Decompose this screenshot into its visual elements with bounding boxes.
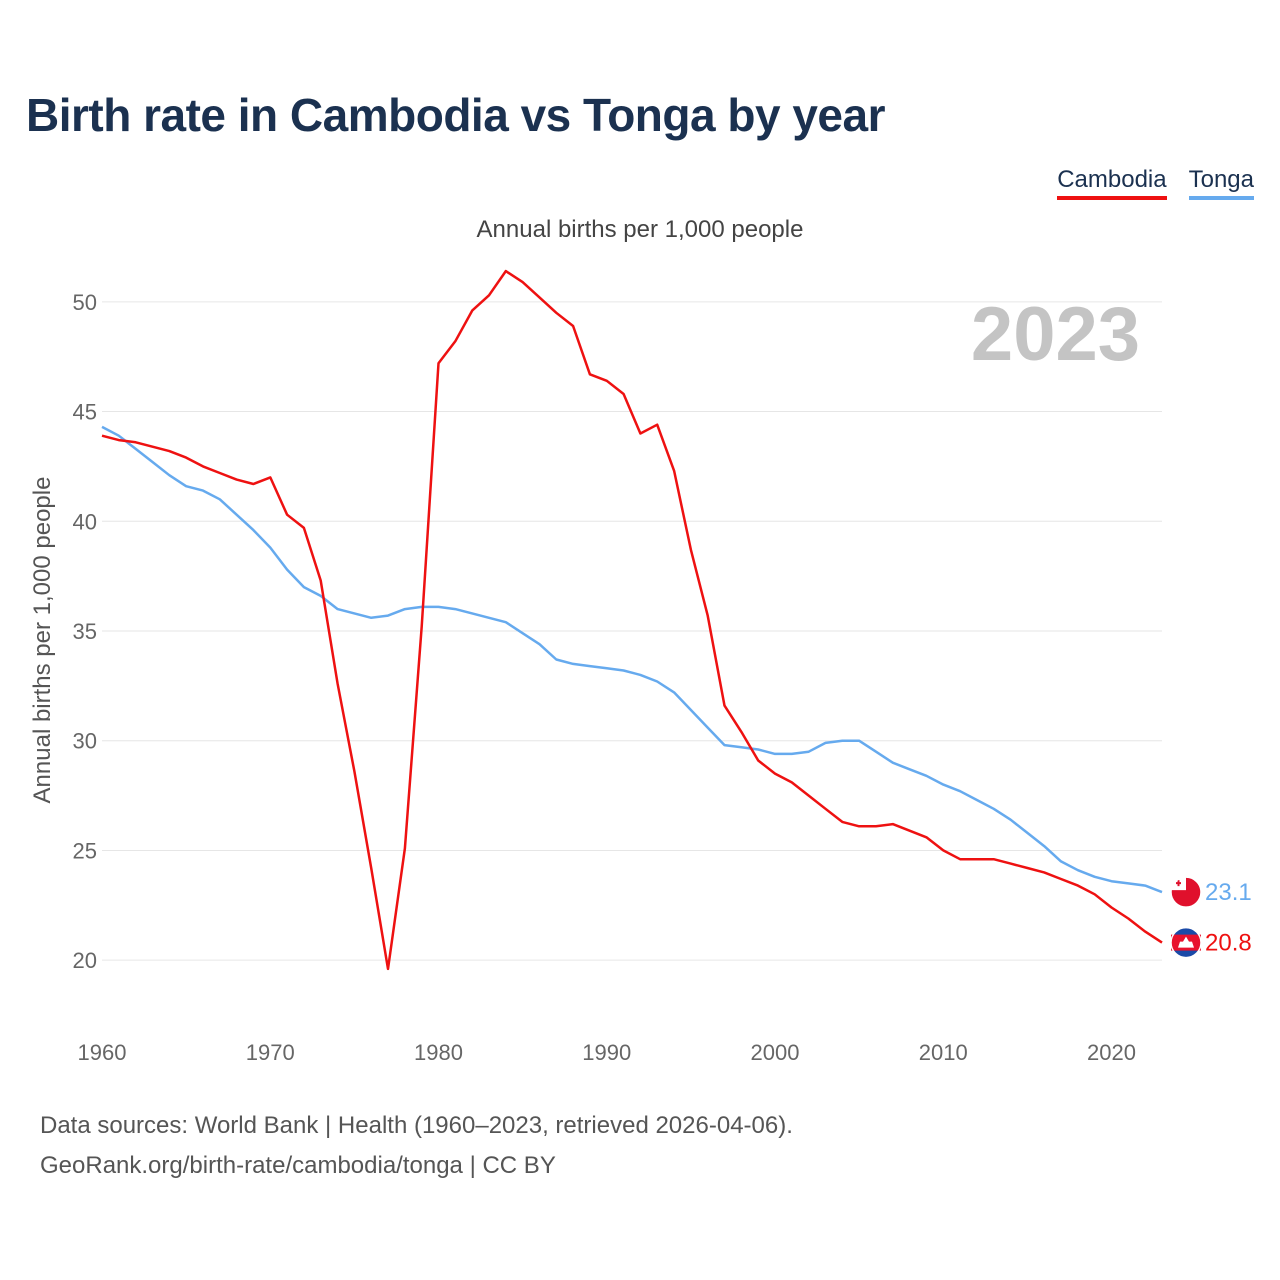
chart-title: Birth rate in Cambodia vs Tonga by year	[26, 89, 885, 141]
footer: Data sources: World Bank | Health (1960–…	[40, 1106, 793, 1186]
series-line-cambodia[interactable]	[101, 269, 1163, 971]
legend-item-tonga[interactable]: Tonga	[1188, 166, 1254, 200]
y-axis-label: Annual births per 1,000 people	[29, 477, 56, 804]
x-tick-label: 2020	[1087, 1040, 1136, 1065]
x-tick-label: 1960	[78, 1040, 127, 1065]
x-tick-label: 1980	[414, 1040, 463, 1065]
year-label: 2023	[971, 292, 1140, 377]
x-axis-ticks: 1960 1970 1980 1990 2000 2010 2020	[78, 1040, 1136, 1065]
y-tick-label: 25	[73, 838, 97, 863]
y-tick-label: 30	[73, 729, 97, 754]
y-tick-label: 20	[73, 948, 97, 973]
legend: Cambodia Tonga	[1057, 166, 1254, 200]
y-tick-label: 45	[73, 400, 97, 425]
cambodia-flag-icon	[1170, 926, 1202, 959]
series-lines	[101, 269, 1163, 971]
footer-sources: Data sources: World Bank | Health (1960–…	[40, 1112, 793, 1139]
series-line-tonga[interactable]	[101, 425, 1163, 894]
footer-link[interactable]: GeoRank.org/birth-rate/cambodia/tonga | …	[40, 1152, 556, 1179]
end-value-tonga: 23.1	[1205, 879, 1252, 906]
x-tick-label: 1990	[582, 1040, 631, 1065]
y-tick-label: 40	[73, 509, 97, 534]
x-tick-label: 2000	[751, 1040, 800, 1065]
y-tick-label: 50	[73, 290, 97, 315]
series-end-markers: 23.1 20.8	[1170, 876, 1252, 959]
legend-item-cambodia[interactable]: Cambodia	[1057, 166, 1167, 200]
y-axis-ticks: 20 25 30 35 40 45 50	[73, 290, 97, 973]
y-tick-label: 35	[73, 619, 97, 644]
tonga-flag-icon	[1170, 876, 1202, 908]
chart-subtitle: Annual births per 1,000 people	[476, 216, 804, 243]
x-tick-label: 2010	[919, 1040, 968, 1065]
end-value-cambodia: 20.8	[1205, 930, 1252, 957]
x-tick-label: 1970	[246, 1040, 295, 1065]
